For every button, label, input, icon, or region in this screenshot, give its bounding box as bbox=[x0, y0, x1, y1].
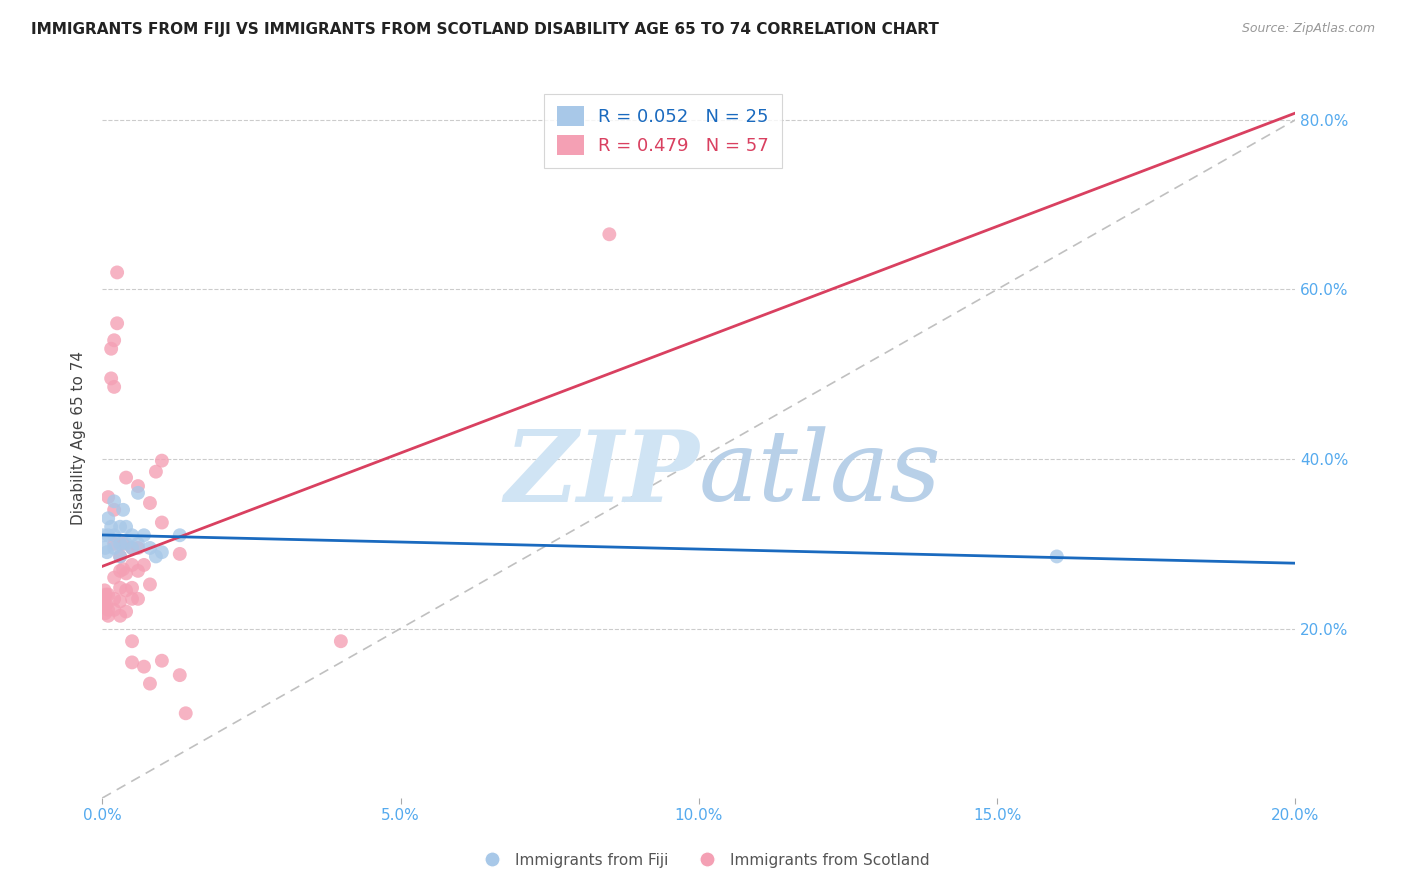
Text: Source: ZipAtlas.com: Source: ZipAtlas.com bbox=[1241, 22, 1375, 36]
Point bbox=[150, 453, 173, 467]
Point bbox=[100, 520, 122, 534]
Point bbox=[94, 606, 117, 620]
Point bbox=[108, 537, 131, 551]
Point bbox=[121, 558, 143, 572]
Point bbox=[96, 598, 118, 612]
Point bbox=[127, 564, 149, 578]
Point bbox=[108, 564, 131, 578]
Point bbox=[150, 516, 173, 530]
Point bbox=[121, 541, 143, 555]
Point bbox=[169, 668, 191, 682]
Point bbox=[103, 380, 125, 394]
Point bbox=[103, 537, 125, 551]
Point bbox=[169, 547, 191, 561]
Point bbox=[598, 227, 620, 242]
Point bbox=[329, 634, 352, 648]
Point bbox=[103, 528, 125, 542]
Point bbox=[94, 541, 117, 555]
Legend: Immigrants from Fiji, Immigrants from Scotland: Immigrants from Fiji, Immigrants from Sc… bbox=[471, 847, 935, 873]
Text: ZIP: ZIP bbox=[503, 425, 699, 522]
Point bbox=[115, 520, 138, 534]
Point bbox=[121, 541, 143, 555]
Point bbox=[100, 342, 122, 356]
Point bbox=[91, 591, 114, 606]
Point bbox=[127, 537, 149, 551]
Point bbox=[121, 591, 143, 606]
Point bbox=[103, 333, 125, 347]
Point bbox=[97, 608, 120, 623]
Point bbox=[108, 520, 131, 534]
Point bbox=[103, 494, 125, 508]
Point bbox=[112, 537, 135, 551]
Point bbox=[150, 545, 173, 559]
Point bbox=[145, 465, 167, 479]
Legend: R = 0.052   N = 25, R = 0.479   N = 57: R = 0.052 N = 25, R = 0.479 N = 57 bbox=[544, 94, 782, 168]
Point bbox=[108, 594, 131, 608]
Point bbox=[174, 706, 197, 721]
Point bbox=[112, 562, 135, 576]
Point bbox=[121, 528, 143, 542]
Point bbox=[127, 486, 149, 500]
Point bbox=[105, 316, 128, 330]
Point bbox=[115, 537, 138, 551]
Point bbox=[97, 511, 120, 525]
Point bbox=[97, 588, 120, 602]
Point bbox=[127, 591, 149, 606]
Point bbox=[115, 605, 138, 619]
Point bbox=[115, 470, 138, 484]
Point bbox=[139, 676, 162, 690]
Point bbox=[97, 528, 120, 542]
Text: IMMIGRANTS FROM FIJI VS IMMIGRANTS FROM SCOTLAND DISABILITY AGE 65 TO 74 CORRELA: IMMIGRANTS FROM FIJI VS IMMIGRANTS FROM … bbox=[31, 22, 939, 37]
Point bbox=[132, 528, 155, 542]
Point bbox=[93, 528, 115, 542]
Point bbox=[97, 603, 120, 617]
Point bbox=[132, 659, 155, 673]
Point bbox=[121, 656, 143, 670]
Point bbox=[105, 265, 128, 279]
Point bbox=[100, 371, 122, 385]
Point bbox=[115, 583, 138, 598]
Point bbox=[132, 558, 155, 572]
Point bbox=[121, 634, 143, 648]
Point bbox=[115, 566, 138, 581]
Point bbox=[127, 479, 149, 493]
Point bbox=[127, 541, 149, 555]
Point bbox=[103, 603, 125, 617]
Point bbox=[103, 503, 125, 517]
Point bbox=[108, 581, 131, 595]
Point bbox=[96, 545, 118, 559]
Text: atlas: atlas bbox=[699, 426, 942, 522]
Point bbox=[93, 600, 115, 615]
Point bbox=[139, 496, 162, 510]
Point bbox=[97, 490, 120, 504]
Point bbox=[93, 596, 115, 610]
Point bbox=[103, 571, 125, 585]
Point bbox=[150, 654, 173, 668]
Point bbox=[169, 528, 191, 542]
Point bbox=[1046, 549, 1069, 564]
Point bbox=[103, 541, 125, 555]
Point bbox=[145, 549, 167, 564]
Point bbox=[139, 541, 162, 555]
Point bbox=[103, 591, 125, 606]
Y-axis label: Disability Age 65 to 74: Disability Age 65 to 74 bbox=[72, 351, 86, 524]
Point bbox=[93, 583, 115, 598]
Point bbox=[139, 577, 162, 591]
Point bbox=[112, 503, 135, 517]
Point bbox=[108, 608, 131, 623]
Point bbox=[108, 549, 131, 564]
Point bbox=[94, 588, 117, 602]
Point bbox=[108, 549, 131, 564]
Point bbox=[121, 581, 143, 595]
